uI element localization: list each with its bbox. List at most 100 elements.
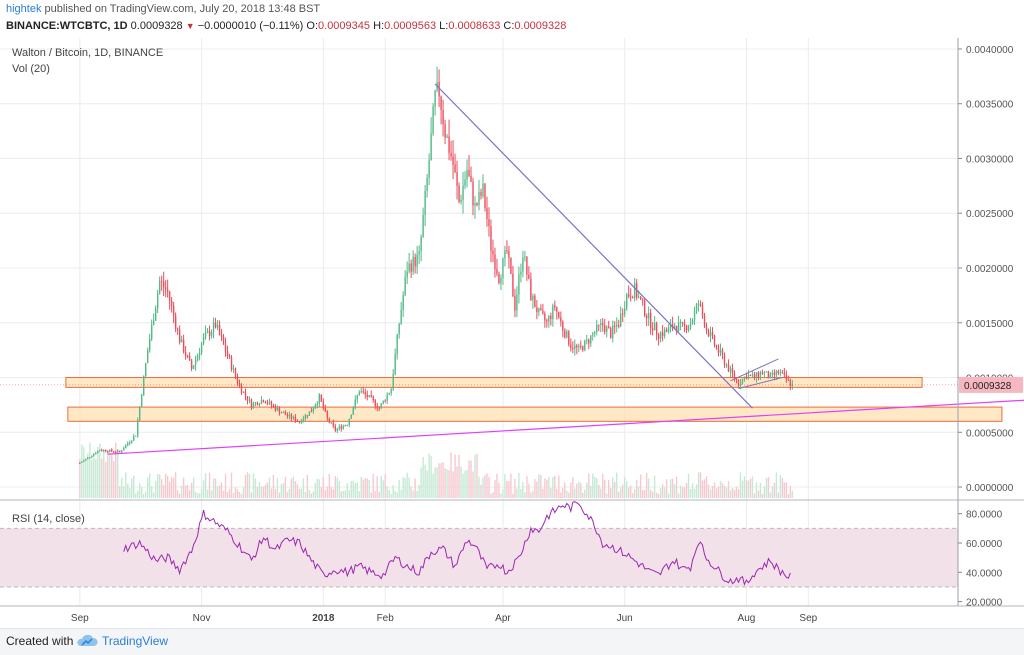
- candle-body: [410, 263, 412, 272]
- volume-bar: [484, 474, 486, 498]
- candle-body: [454, 164, 456, 173]
- volume-bar: [79, 458, 81, 498]
- candle-body: [456, 172, 458, 186]
- candle-body: [616, 324, 618, 327]
- volume-bar: [364, 478, 366, 498]
- volume-bar: [681, 487, 684, 498]
- volume-bars: [79, 442, 794, 498]
- volume-bar: [150, 486, 153, 498]
- volume-bar: [164, 473, 167, 498]
- candle-body: [584, 340, 586, 351]
- candle-body: [314, 405, 317, 409]
- volume-bar: [426, 470, 428, 498]
- volume-bar: [186, 484, 189, 498]
- candle-body: [753, 374, 756, 379]
- candle-body: [418, 251, 420, 255]
- volume-bar: [366, 478, 368, 498]
- candle-body: [121, 450, 123, 452]
- candle-body: [146, 350, 149, 364]
- candle-body: [733, 373, 736, 379]
- volume-bar: [168, 481, 171, 498]
- candle-body: [236, 376, 239, 384]
- volume-bar: [89, 442, 91, 498]
- candle-body: [488, 219, 490, 227]
- volume-bar: [368, 479, 370, 498]
- volume-bar: [294, 481, 297, 498]
- volume-bar: [675, 476, 678, 498]
- candle-body: [200, 343, 203, 353]
- candle-body: [685, 325, 688, 331]
- candle-body: [721, 349, 724, 356]
- volume-bar: [256, 486, 259, 498]
- candle-body: [354, 399, 356, 409]
- candle-body: [254, 402, 257, 404]
- volume-bar: [745, 480, 748, 498]
- volume-bar: [584, 489, 586, 498]
- author-link[interactable]: hightek: [6, 3, 42, 15]
- chart-area[interactable]: 0.0040000 0.0035000 0.0030000 0.0025000 0.00…: [0, 38, 1024, 628]
- candle-body: [91, 455, 93, 458]
- candle-body: [526, 256, 528, 275]
- candle-body: [502, 258, 504, 278]
- candle-body: [504, 250, 506, 259]
- candle-body: [590, 335, 592, 344]
- volume-bar: [109, 453, 111, 498]
- volume-bar: [480, 484, 482, 498]
- candle-body: [691, 319, 694, 324]
- support-zones[interactable]: [65, 377, 1003, 422]
- volume-bar: [649, 489, 652, 498]
- volume-bar: [556, 488, 558, 498]
- candle-body: [532, 295, 534, 301]
- volume-bar: [735, 486, 738, 498]
- candle-body: [115, 451, 117, 453]
- candle-body: [679, 321, 682, 323]
- volume-bar: [753, 493, 756, 498]
- price-chart[interactable]: 0.0040000 0.0035000 0.0030000 0.0025000 0.00…: [0, 38, 1024, 628]
- volume-bar: [492, 492, 494, 498]
- volume-bar: [308, 489, 311, 498]
- volume-bar: [146, 477, 149, 498]
- volume-bar: [332, 489, 335, 498]
- rsi-label: RSI (14, close): [12, 513, 85, 525]
- candle-body: [188, 355, 191, 361]
- candle-body: [268, 401, 271, 404]
- volume-bar: [356, 482, 358, 498]
- candle-body: [150, 324, 153, 340]
- volume-bar: [641, 489, 644, 498]
- volume-bar: [328, 473, 331, 498]
- volume-bar: [655, 492, 658, 498]
- candle-body: [378, 408, 380, 410]
- volume-bar: [172, 478, 175, 498]
- candle-body: [372, 396, 374, 400]
- candle-body: [129, 442, 131, 444]
- volume-bar: [178, 493, 181, 498]
- candle-body: [430, 133, 432, 161]
- volume-bar: [494, 480, 496, 498]
- candle-body: [580, 345, 582, 347]
- candle-body: [723, 355, 726, 365]
- grid: [0, 38, 958, 606]
- volume-bar: [456, 466, 458, 498]
- descending-trend-line: [434, 83, 753, 409]
- volume-bar: [342, 490, 344, 498]
- volume-bar: [761, 493, 764, 498]
- candle-body: [677, 322, 680, 332]
- volume-bar: [101, 458, 103, 498]
- volume-bar: [502, 489, 504, 498]
- candle-body: [759, 372, 762, 378]
- volume-bar: [103, 449, 105, 498]
- volume-bar: [707, 484, 710, 498]
- candle-body: [779, 372, 782, 374]
- volume-bar: [550, 488, 552, 498]
- rsi-pane: [0, 501, 958, 588]
- candle-body: [99, 450, 101, 452]
- trend-lines[interactable]: [0, 83, 1024, 455]
- tradingview-cloud-icon[interactable]: [76, 633, 98, 649]
- candle-body: [520, 271, 522, 275]
- volume-bar: [386, 486, 388, 498]
- candle-body: [727, 364, 730, 372]
- candle-body: [111, 449, 113, 452]
- volume-bar: [324, 490, 327, 498]
- tradingview-link[interactable]: TradingView: [102, 634, 169, 648]
- candle-body: [276, 407, 279, 411]
